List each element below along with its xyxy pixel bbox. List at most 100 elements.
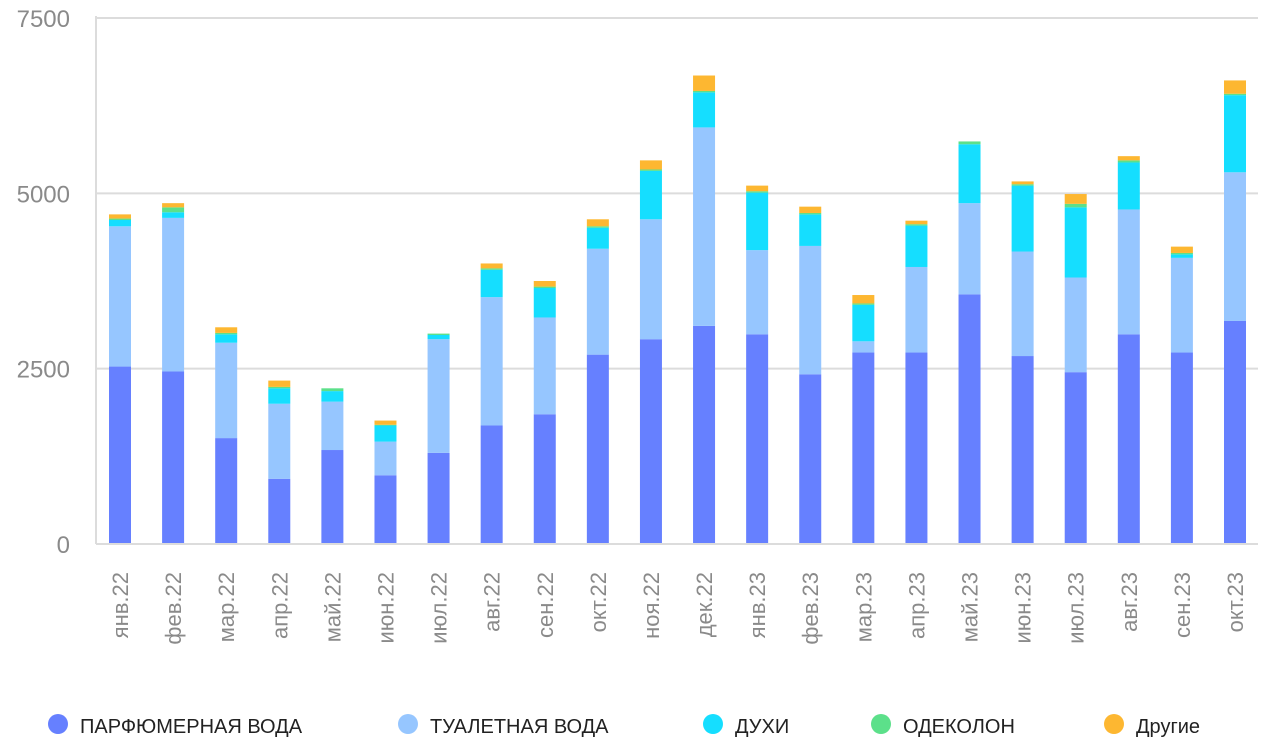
bar-segment [480, 297, 503, 426]
bar-segment [1224, 80, 1246, 94]
legend-label: ПАРФЮМЕРНАЯ ВОДА [80, 716, 303, 738]
bar-segment [1170, 254, 1193, 258]
bar-segment [268, 380, 291, 387]
bar-segment [586, 219, 609, 227]
bar-segment [1117, 162, 1140, 210]
x-tick-label: апр.22 [267, 572, 292, 639]
bar-segment [215, 332, 238, 335]
bar-segment [1224, 93, 1246, 96]
bar-segment [746, 185, 769, 192]
bar-segment [799, 206, 822, 213]
bar-segment [374, 420, 397, 425]
bar-segment [746, 192, 769, 251]
bar-segment [746, 250, 769, 335]
x-tick-label: авг.23 [1117, 572, 1142, 632]
bar-segment [905, 225, 928, 267]
x-tick-label: сен.23 [1170, 572, 1195, 638]
legend-label: ДУХИ [735, 716, 789, 738]
bar-segment [852, 352, 875, 544]
bar-segment [852, 304, 875, 342]
bar-segment [268, 386, 291, 389]
x-tick-label: май.22 [320, 572, 345, 642]
bar-segment [427, 335, 450, 340]
bar-segment [1011, 181, 1034, 185]
x-tick-label: фев.23 [798, 572, 823, 645]
bar-segment [1170, 257, 1193, 353]
bar-segment [1224, 172, 1246, 321]
bar-segment [905, 352, 928, 544]
bar-segment [480, 263, 503, 269]
bar-segment [374, 441, 397, 476]
x-tick-label: окт.23 [1223, 572, 1248, 632]
bar-segment [533, 414, 556, 544]
x-tick-label: июн.22 [373, 572, 398, 644]
x-tick-label: ноя.22 [639, 572, 664, 639]
bar-segment [162, 217, 185, 372]
x-tick-label: окт.22 [586, 572, 611, 632]
bar-segment [852, 341, 875, 353]
y-tick-label: 0 [57, 532, 70, 559]
bar-segment [958, 141, 981, 145]
bar-segment [162, 207, 185, 213]
bar-segment [1011, 184, 1034, 186]
axis-layer: 0 2500 5000 7500 янв.22 фев.22 мар.22 апр.22 май… [17, 6, 1258, 645]
bar-segment [852, 295, 875, 304]
legend-item: ТУАЛЕТНАЯ ВОДА [398, 714, 609, 738]
bar-segment [1224, 320, 1246, 544]
bar-segment [1011, 185, 1034, 252]
legend-label: Другие [1136, 716, 1200, 738]
bar-segment [958, 203, 981, 295]
legend-label: ОДЕКОЛОН [903, 716, 1015, 738]
bar-segment [1011, 356, 1034, 544]
bar-segment [586, 227, 609, 249]
bar-segment [480, 268, 503, 270]
x-tick-label: июн.23 [1011, 572, 1036, 644]
bar-segment [586, 354, 609, 544]
y-tick-label: 7500 [17, 6, 70, 33]
bar-segment [586, 226, 609, 228]
bar-segment [374, 425, 397, 442]
bar-segment [215, 327, 238, 333]
bar-segment [215, 334, 238, 343]
bar-segment [162, 203, 185, 208]
bar-segment [215, 438, 238, 544]
legend-marker [48, 714, 68, 734]
bar-segment [1064, 203, 1087, 208]
bar-segment [746, 191, 769, 193]
bar-segment [639, 169, 662, 171]
bar-segment [693, 75, 716, 91]
bar-segment [639, 219, 662, 340]
x-tick-label: сен.22 [533, 572, 558, 638]
bar-segment [268, 388, 291, 404]
bar-segment [374, 424, 397, 426]
bars-layer [109, 75, 1246, 544]
x-tick-label: авг.22 [480, 572, 505, 632]
bar-segment [799, 374, 822, 544]
x-tick-label: май.23 [958, 572, 983, 642]
bar-segment [1224, 95, 1246, 173]
x-tick-label: фев.22 [161, 572, 186, 645]
legend: ПАРФЮМЕРНАЯ ВОДА ТУАЛЕТНАЯ ВОДА ДУХИ ОДЕКОЛ… [48, 714, 1200, 738]
y-tick-label: 5000 [17, 181, 70, 208]
bar-segment [852, 303, 875, 305]
bar-segment [533, 286, 556, 289]
bar-segment [268, 478, 291, 544]
bar-segment [321, 388, 344, 392]
bar-segment [693, 90, 716, 93]
bar-segment [693, 127, 716, 326]
x-tick-label: мар.23 [851, 572, 876, 642]
bar-segment [374, 475, 397, 544]
bar-segment [1117, 156, 1140, 161]
grid-layer [96, 17, 1258, 370]
bar-segment [905, 220, 928, 225]
bar-segment [109, 226, 131, 367]
bar-segment [639, 160, 662, 170]
bar-segment [905, 266, 928, 353]
x-tick-label: мар.22 [214, 572, 239, 642]
bar-segment [1064, 372, 1087, 544]
legend-item: ОДЕКОЛОН [871, 714, 1015, 738]
legend-marker [398, 714, 418, 734]
bar-segment [109, 366, 131, 544]
